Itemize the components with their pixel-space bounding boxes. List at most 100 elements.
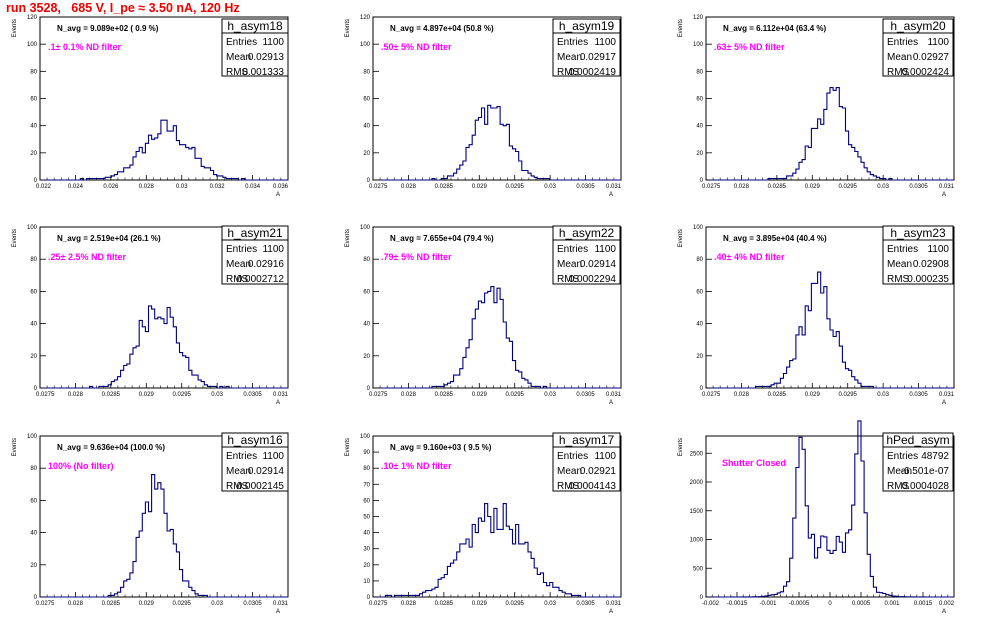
x-tick-label: 0.03 [176, 184, 188, 190]
y-tick-label: 60 [30, 498, 37, 504]
x-tick-label: 0.0275 [369, 392, 388, 398]
y-axis-label: Events [678, 438, 684, 456]
filter-label: .50± 5% ND filter [381, 42, 452, 52]
stats-box [221, 225, 289, 285]
y-axis-label: Events [678, 19, 684, 37]
x-axis-label: A [942, 400, 946, 406]
histogram-panel-h_asym23: 0.0275 0.028 0.0285 0.029 0.0295 0.03 0.0305 0.… [678, 225, 955, 406]
x-tick-label: 0.0275 [369, 184, 388, 190]
stats-value: 0.001333 [242, 67, 284, 78]
x-tick-label: 0.03 [544, 392, 556, 398]
y-tick-label: 40 [363, 124, 370, 130]
stats-value: 1100 [594, 451, 616, 462]
x-axis-label: A [276, 609, 280, 615]
y-tick-label: 20 [696, 354, 703, 360]
y-tick-label: 0 [34, 386, 38, 392]
x-tick-label: 0.032 [210, 184, 226, 190]
histogram-name: hPed_asym [886, 433, 949, 447]
x-tick-label: 0.001 [884, 601, 900, 607]
x-tick-label: 0.0285 [435, 601, 454, 607]
y-tick-label: 100 [27, 42, 38, 48]
x-tick-label: 0.028 [68, 392, 84, 398]
filter-label: 100% (No filter) [48, 461, 114, 471]
y-tick-label: 80 [30, 257, 37, 263]
stats-key: Mean [557, 466, 582, 477]
stats-value: 0.02921 [580, 466, 617, 477]
y-tick-label: 60 [696, 289, 703, 295]
stats-value: 1100 [262, 37, 284, 48]
x-tick-label: 0.034 [245, 184, 261, 190]
y-tick-label: 20 [363, 563, 370, 569]
x-tick-label: 0.028 [734, 184, 750, 190]
y-tick-label: 80 [30, 466, 37, 472]
y-tick-label: 40 [30, 124, 37, 130]
stats-box [552, 225, 621, 285]
x-tick-label: 0.029 [139, 601, 155, 607]
y-tick-label: 100 [27, 225, 38, 231]
stats-value: 0.02913 [248, 52, 285, 63]
stats-value: 0.0002424 [902, 67, 950, 78]
histogram-name: h_asym18 [227, 19, 283, 33]
stats-key: RMS [557, 481, 580, 492]
histogram-name: h_asym21 [227, 226, 283, 240]
stats-value: 1100 [594, 37, 616, 48]
y-tick-label: 40 [696, 322, 703, 328]
y-tick-label: 0 [367, 178, 371, 184]
histogram-panel-h_asym16: 0.0275 0.028 0.0285 0.029 0.0295 0.03 0.0305 0.… [12, 432, 289, 615]
histogram-panel-h_asym20: 0.0275 0.028 0.0285 0.029 0.0295 0.03 0.0305 0.… [678, 15, 955, 198]
histogram-name: h_asym17 [559, 433, 615, 447]
x-tick-label: 0.03 [877, 392, 889, 398]
x-tick-label: 0.002 [939, 601, 955, 607]
x-axis-label: A [276, 192, 280, 198]
y-axis-label: Events [12, 229, 18, 247]
histogram-name: h_asym22 [559, 226, 615, 240]
histogram-name: h_asym16 [227, 433, 283, 447]
y-tick-label: 60 [363, 289, 370, 295]
y-tick-label: 120 [360, 15, 371, 21]
x-tick-label: 0.0295 [839, 184, 858, 190]
y-tick-label: 80 [30, 69, 37, 75]
y-axis-label: Events [678, 229, 684, 247]
stats-key: Mean [887, 259, 912, 270]
x-tick-label: 0.029 [472, 601, 488, 607]
y-tick-label: 20 [363, 354, 370, 360]
stats-value: 0.02914 [248, 466, 285, 477]
y-tick-label: 120 [27, 15, 38, 21]
filter-label: .10± 1% ND filter [381, 461, 452, 471]
page-title: run 3528, 685 V, I_pe ≈ 3.50 nA, 120 Hz [6, 1, 240, 15]
x-tick-label: 0.03 [877, 184, 889, 190]
stats-value: 0.0004143 [569, 481, 617, 492]
stats-key: Entries [887, 37, 918, 48]
y-tick-label: 20 [363, 151, 370, 157]
x-tick-label: 0.028 [68, 601, 84, 607]
stats-key: RMS [226, 274, 249, 285]
y-tick-label: 0 [367, 386, 371, 392]
stats-box [882, 432, 954, 492]
y-tick-label: 100 [360, 225, 371, 231]
stats-value: 1100 [262, 451, 284, 462]
filter-label: Shutter Closed [722, 458, 786, 468]
stats-value: 1100 [594, 244, 616, 255]
y-tick-label: 60 [363, 97, 370, 103]
x-tick-label: 0.024 [68, 184, 84, 190]
stats-value: 0.000235 [907, 274, 949, 285]
x-tick-label: 0.0285 [435, 184, 454, 190]
stats-value: 0.02914 [580, 259, 617, 270]
y-tick-label: 500 [693, 566, 704, 572]
histogram-line [373, 104, 621, 181]
x-axis-label: A [942, 609, 946, 615]
y-tick-label: 80 [363, 257, 370, 263]
stats-box [221, 18, 289, 77]
stats-value: 0.0002294 [569, 274, 617, 285]
histogram-name: h_asym19 [559, 19, 615, 33]
stats-value: 0.0002145 [237, 481, 285, 492]
x-tick-label: 0.0295 [839, 392, 858, 398]
y-tick-label: 0 [700, 386, 704, 392]
stats-key: Entries [887, 244, 918, 255]
stats-key: Mean [226, 259, 251, 270]
x-tick-label: 0.0285 [768, 184, 787, 190]
x-axis-label: A [276, 400, 280, 406]
y-tick-label: 40 [30, 531, 37, 537]
plot-frame [705, 226, 955, 389]
